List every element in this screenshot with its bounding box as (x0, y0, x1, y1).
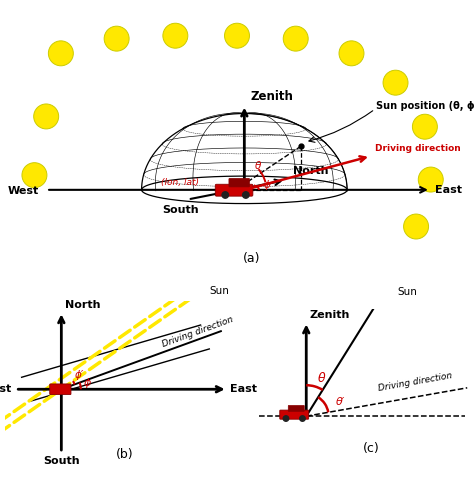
Text: West: West (0, 384, 12, 394)
Text: Zenith: Zenith (310, 310, 350, 320)
Text: θ: θ (255, 161, 261, 171)
Circle shape (379, 284, 396, 301)
Text: (b): (b) (116, 449, 134, 461)
Text: East: East (230, 384, 257, 394)
FancyBboxPatch shape (215, 184, 253, 196)
Text: θ′: θ′ (336, 397, 345, 407)
Text: North: North (65, 300, 100, 310)
Text: East: East (435, 185, 462, 195)
Circle shape (222, 192, 228, 198)
FancyBboxPatch shape (50, 384, 71, 395)
Circle shape (403, 214, 428, 239)
Text: ϕ: ϕ (83, 379, 91, 388)
Text: (lon, lat): (lon, lat) (161, 178, 199, 187)
Circle shape (34, 104, 59, 129)
Text: North: North (293, 166, 328, 176)
Circle shape (283, 416, 289, 421)
Circle shape (283, 26, 308, 51)
Circle shape (225, 23, 249, 48)
Text: West: West (8, 186, 39, 196)
FancyBboxPatch shape (288, 405, 304, 411)
Text: Driving direction: Driving direction (161, 315, 234, 349)
Text: Sun: Sun (210, 286, 229, 296)
Text: Driving direction: Driving direction (375, 144, 461, 153)
Text: Sun position (θ, ϕ): Sun position (θ, ϕ) (376, 101, 474, 111)
Text: ϕ: ϕ (264, 180, 270, 190)
Text: θ: θ (318, 372, 325, 385)
Circle shape (300, 416, 305, 421)
Text: ϕ′: ϕ′ (75, 370, 84, 380)
Circle shape (339, 41, 364, 66)
Circle shape (412, 114, 438, 139)
Circle shape (48, 41, 73, 66)
FancyBboxPatch shape (229, 178, 249, 187)
Text: Driving direction: Driving direction (378, 372, 454, 394)
FancyBboxPatch shape (280, 410, 309, 419)
Text: Sun: Sun (398, 287, 418, 296)
Circle shape (22, 163, 47, 188)
Circle shape (192, 284, 208, 299)
Text: South: South (162, 205, 199, 215)
Circle shape (243, 192, 249, 198)
Circle shape (104, 26, 129, 51)
Circle shape (383, 70, 408, 95)
Circle shape (418, 167, 443, 192)
Circle shape (163, 23, 188, 48)
Text: (a): (a) (243, 252, 260, 265)
Text: Zenith: Zenith (250, 90, 293, 103)
Text: (c): (c) (363, 442, 379, 455)
Text: South: South (43, 456, 80, 467)
